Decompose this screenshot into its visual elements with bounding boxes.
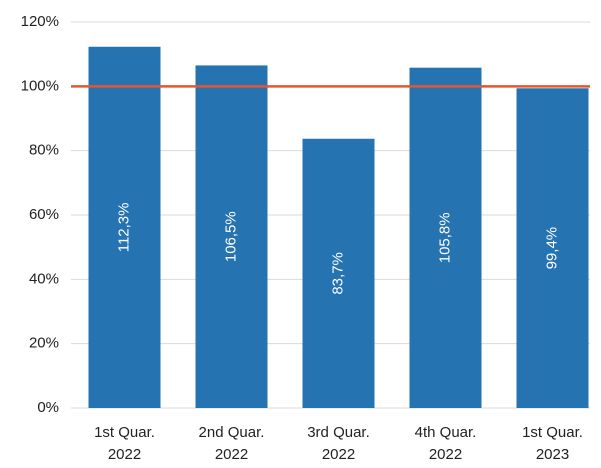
x-tick-label: 4th Quar. 2022 bbox=[414, 424, 477, 463]
x-tick-label: 3rd Quar. 2022 bbox=[307, 424, 370, 463]
y-tick-label: 40% bbox=[29, 270, 59, 287]
bar bbox=[195, 65, 268, 409]
x-tick-label: 1st Quar. 2022 bbox=[94, 424, 155, 463]
y-tick-label: 0% bbox=[37, 399, 59, 416]
value-label: 99,4% bbox=[543, 227, 560, 270]
value-label: 112,3% bbox=[115, 203, 132, 253]
bar bbox=[409, 67, 482, 408]
y-tick-label: 60% bbox=[29, 206, 59, 223]
value-label: 106,5% bbox=[222, 211, 239, 262]
bar bbox=[88, 46, 161, 408]
bar bbox=[302, 138, 375, 408]
y-tick-label: 120% bbox=[21, 13, 59, 30]
bar bbox=[516, 88, 589, 408]
y-tick-label: 80% bbox=[29, 142, 59, 159]
x-tick-label: 1st Quar. 2023 bbox=[522, 424, 583, 463]
x-tick-label: 2nd Quar. 2022 bbox=[198, 424, 265, 463]
value-label: 83,7% bbox=[329, 252, 346, 295]
value-label: 105,8% bbox=[436, 212, 453, 263]
y-tick-label: 100% bbox=[21, 77, 59, 94]
y-tick-label: 20% bbox=[29, 335, 59, 352]
